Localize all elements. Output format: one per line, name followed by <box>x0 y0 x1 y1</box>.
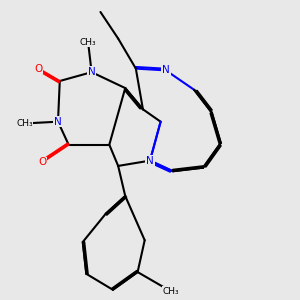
Text: N: N <box>162 65 170 75</box>
Text: O: O <box>34 64 43 74</box>
Text: CH₃: CH₃ <box>16 119 33 128</box>
Text: O: O <box>38 158 46 167</box>
Text: CH₃: CH₃ <box>80 38 96 46</box>
Text: N: N <box>88 67 95 77</box>
Text: N: N <box>54 117 62 127</box>
Text: N: N <box>146 156 154 166</box>
Text: CH₃: CH₃ <box>163 287 179 296</box>
